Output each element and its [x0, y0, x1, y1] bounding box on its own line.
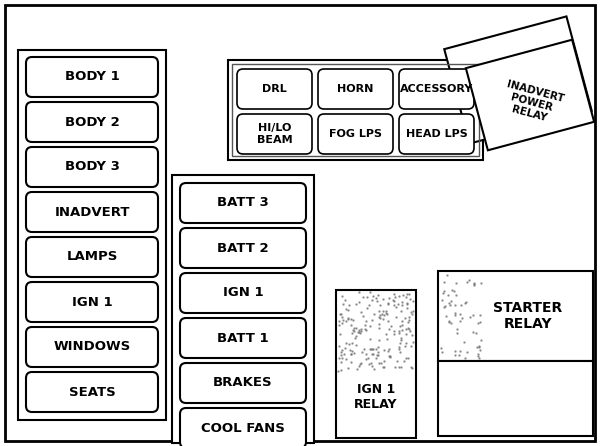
Text: BODY 1: BODY 1 [65, 70, 119, 83]
FancyBboxPatch shape [237, 114, 312, 154]
FancyBboxPatch shape [26, 192, 158, 232]
Bar [228, 60, 483, 160]
Text: HI/LO
BEAM: HI/LO BEAM [257, 123, 292, 145]
Text: BODY 3: BODY 3 [65, 161, 119, 173]
FancyBboxPatch shape [180, 408, 306, 446]
FancyBboxPatch shape [26, 237, 158, 277]
Text: BATT 1: BATT 1 [217, 331, 269, 344]
Bar [18, 50, 166, 420]
FancyBboxPatch shape [180, 273, 306, 313]
Text: DRL: DRL [262, 84, 287, 94]
FancyBboxPatch shape [26, 327, 158, 367]
Text: HEAD LPS: HEAD LPS [406, 129, 467, 139]
Text: BATT 2: BATT 2 [217, 241, 269, 255]
Text: IGN 1
RELAY: IGN 1 RELAY [354, 383, 398, 411]
Polygon shape [444, 17, 592, 144]
Text: IGN 1: IGN 1 [223, 286, 263, 300]
FancyBboxPatch shape [237, 69, 312, 109]
Bar [232, 64, 479, 156]
Text: BATT 3: BATT 3 [217, 197, 269, 210]
FancyBboxPatch shape [399, 114, 474, 154]
Text: FOG LPS: FOG LPS [329, 129, 382, 139]
Bar [438, 271, 593, 361]
FancyBboxPatch shape [26, 57, 158, 97]
Text: STARTER
RELAY: STARTER RELAY [493, 301, 563, 331]
FancyBboxPatch shape [180, 183, 306, 223]
FancyBboxPatch shape [180, 318, 306, 358]
Bar [438, 361, 593, 436]
FancyBboxPatch shape [180, 228, 306, 268]
FancyBboxPatch shape [26, 102, 158, 142]
Polygon shape [466, 40, 594, 150]
Text: HORN: HORN [337, 84, 374, 94]
Text: WINDOWS: WINDOWS [53, 340, 131, 354]
Bar [172, 175, 314, 443]
Text: INADVERT
POWER
RELAY: INADVERT POWER RELAY [499, 79, 565, 127]
Text: BRAKES: BRAKES [213, 376, 273, 389]
Text: ACCESSORY: ACCESSORY [400, 84, 473, 94]
FancyBboxPatch shape [318, 114, 393, 154]
FancyBboxPatch shape [26, 282, 158, 322]
FancyBboxPatch shape [26, 372, 158, 412]
FancyBboxPatch shape [318, 69, 393, 109]
FancyBboxPatch shape [180, 363, 306, 403]
Text: BODY 2: BODY 2 [65, 116, 119, 128]
Text: COOL FANS: COOL FANS [201, 421, 285, 434]
FancyBboxPatch shape [399, 69, 474, 109]
Bar [336, 290, 416, 438]
Text: INADVERT: INADVERT [54, 206, 130, 219]
Text: LAMPS: LAMPS [67, 251, 118, 264]
Text: SEATS: SEATS [68, 385, 115, 398]
Text: IGN 1: IGN 1 [71, 296, 112, 309]
FancyBboxPatch shape [26, 147, 158, 187]
